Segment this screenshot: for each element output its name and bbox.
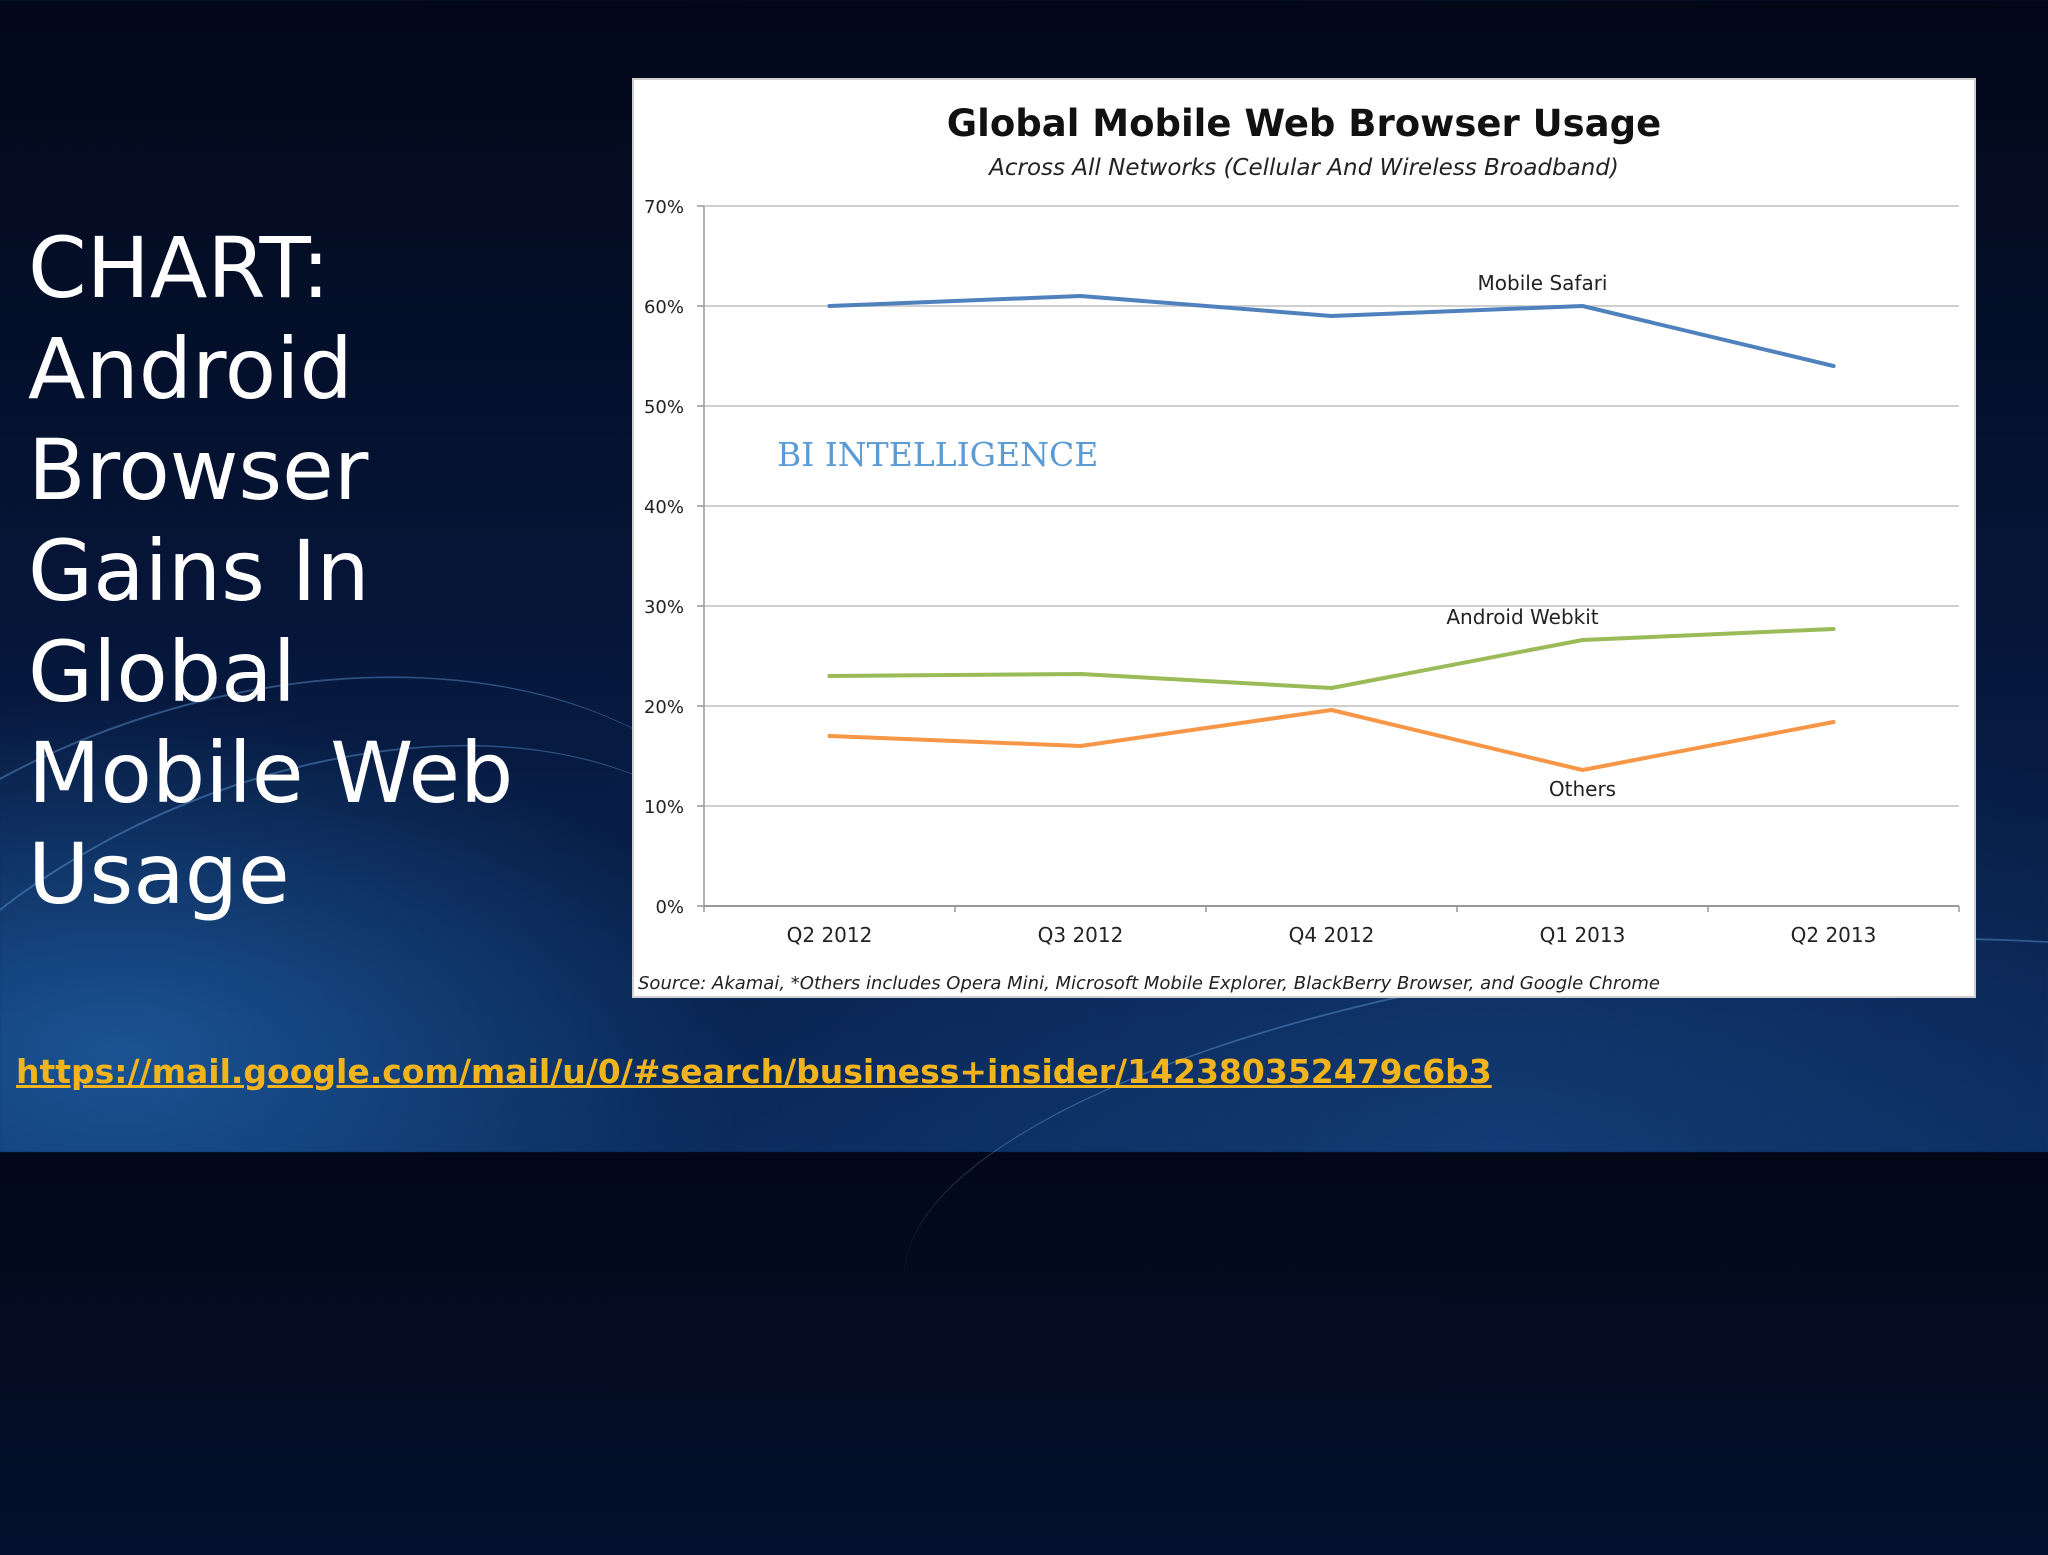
y-tick-label: 10% <box>644 797 684 818</box>
data-point <box>1580 304 1585 308</box>
series-label: Mobile Safari <box>1478 271 1608 295</box>
x-tick-label: Q4 2012 <box>1289 923 1375 947</box>
data-point <box>827 734 832 738</box>
slide-title: CHART: Android Browser Gains In Global M… <box>28 219 514 923</box>
chart-subtitle: Across All Networks (Cellular And Wirele… <box>987 155 1619 181</box>
chart-panel: Global Mobile Web Browser Usage Across A… <box>632 78 1976 998</box>
data-point <box>1078 672 1083 676</box>
chart: Global Mobile Web Browser Usage Across A… <box>638 102 1960 994</box>
y-tick-label: 30% <box>644 597 684 618</box>
x-tick-label: Q2 2012 <box>787 923 873 947</box>
data-point <box>1078 294 1083 298</box>
series-line <box>827 708 1836 772</box>
data-point <box>827 674 832 678</box>
source-link[interactable]: https://mail.google.com/mail/u/0/#search… <box>16 1052 1492 1091</box>
data-point <box>827 304 832 308</box>
x-tick-label: Q3 2012 <box>1038 923 1124 947</box>
y-tick-label: 20% <box>644 697 684 718</box>
data-point <box>1580 768 1585 772</box>
data-point <box>1329 686 1334 690</box>
data-point <box>1329 708 1334 712</box>
data-point <box>1831 364 1836 368</box>
data-point <box>1078 744 1083 748</box>
axes: 0% 10% 20% 30% 40% 50% 60% 70% Q2 2012 Q3 2012 Q4 … <box>644 197 1960 947</box>
source-note: Source: Akamai, *Others includes Opera M… <box>638 973 1660 994</box>
y-tick-label: 70% <box>644 197 684 218</box>
gridlines <box>704 205 1959 907</box>
x-tick-label: Q2 2013 <box>1791 923 1877 947</box>
data-point <box>1831 627 1836 631</box>
series: Mobile Safari Android Webkit Others <box>827 271 1836 801</box>
series-line <box>827 627 1836 690</box>
y-tick-label: 60% <box>644 297 684 318</box>
y-tick-label: 40% <box>644 497 684 518</box>
y-tick-label: 0% <box>655 897 684 918</box>
data-point <box>1329 314 1334 318</box>
y-tick-label: 50% <box>644 397 684 418</box>
chart-title: Global Mobile Web Browser Usage <box>947 102 1661 145</box>
watermark-text: BI INTELLIGENCE <box>777 435 1098 474</box>
series-label: Others <box>1549 777 1616 801</box>
data-point <box>1831 720 1836 724</box>
data-point <box>1580 638 1585 642</box>
x-tick-label: Q1 2013 <box>1540 923 1626 947</box>
series-label: Android Webkit <box>1446 605 1598 629</box>
